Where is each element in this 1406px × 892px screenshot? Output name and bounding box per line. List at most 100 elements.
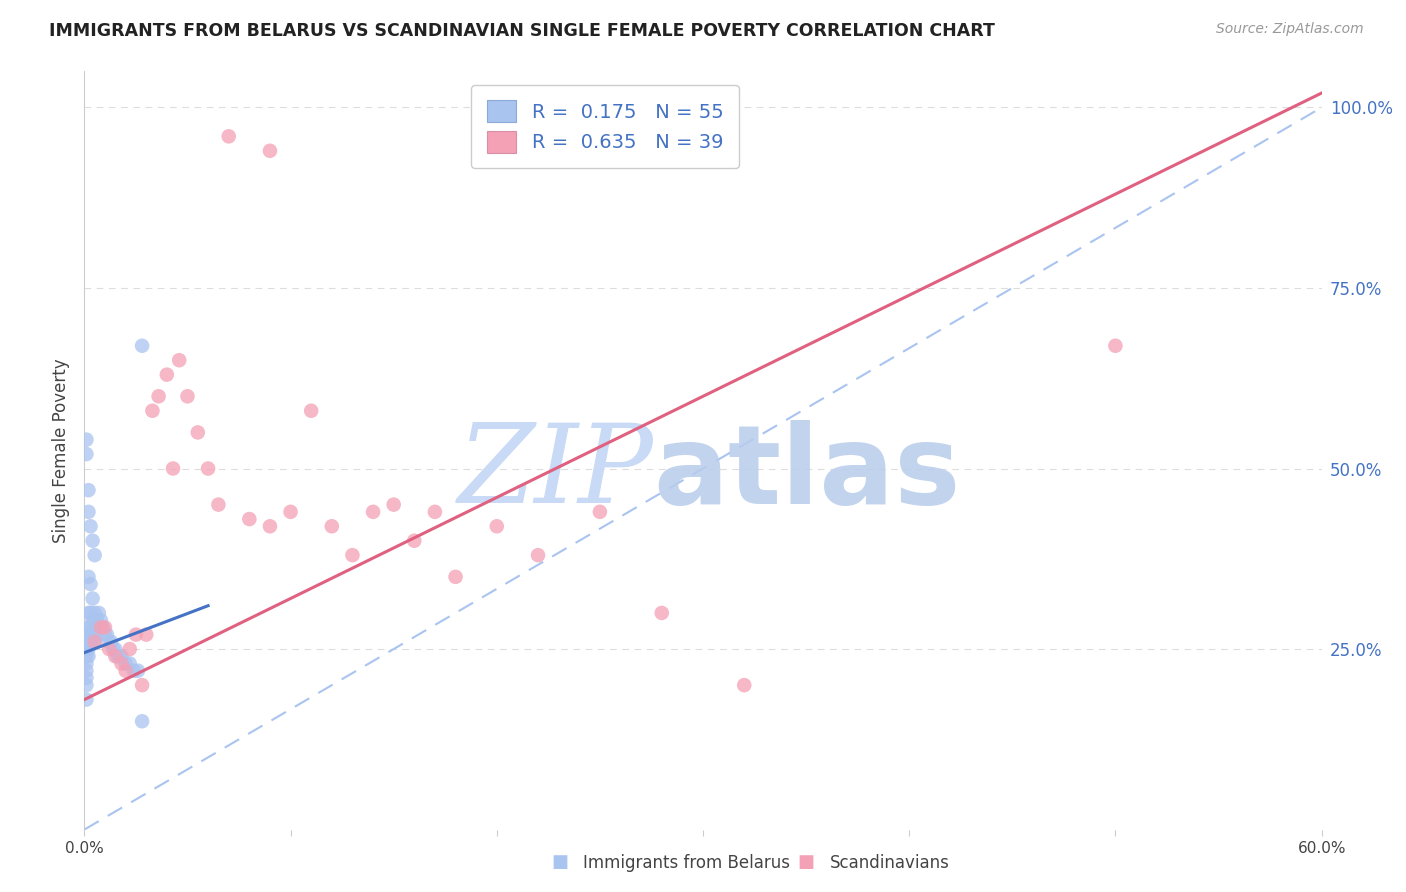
Point: [148, 389, 170, 403]
Text: ZIP: ZIP: [457, 419, 654, 527]
Point: [98, 642, 121, 657]
Point: [82, 533, 104, 548]
Point: [135, 627, 157, 641]
Point: [131, 714, 153, 729]
Point: [485, 519, 508, 533]
Point: [94, 620, 117, 634]
Point: [79, 635, 101, 649]
Point: [527, 548, 550, 562]
Point: [280, 505, 302, 519]
Point: [75, 692, 97, 706]
Point: [79, 577, 101, 591]
Point: [321, 519, 343, 533]
Point: [110, 649, 132, 664]
Point: [75, 657, 97, 671]
Point: [75, 671, 97, 685]
Point: [100, 635, 122, 649]
Point: [238, 512, 260, 526]
Point: [342, 548, 364, 562]
Point: [77, 483, 100, 498]
Point: [103, 642, 125, 657]
Point: [187, 425, 209, 440]
Point: [77, 642, 100, 657]
Point: [131, 678, 153, 692]
Point: [86, 613, 108, 627]
Point: [122, 664, 145, 678]
Point: [589, 505, 612, 519]
Text: IMMIGRANTS FROM BELARUS VS SCANDINAVIAN SINGLE FEMALE POVERTY CORRELATION CHART: IMMIGRANTS FROM BELARUS VS SCANDINAVIAN …: [49, 22, 995, 40]
Y-axis label: Single Female Poverty: Single Female Poverty: [52, 359, 70, 542]
Point: [207, 498, 229, 512]
Point: [82, 591, 104, 606]
Point: [118, 642, 141, 657]
Point: [105, 649, 128, 664]
Point: [75, 447, 97, 461]
Point: [75, 678, 97, 692]
Point: [86, 627, 108, 641]
Point: [141, 403, 163, 417]
Point: [75, 627, 97, 641]
Point: [96, 627, 118, 641]
Point: [104, 649, 127, 664]
Point: [361, 505, 384, 519]
Point: [83, 606, 105, 620]
Point: [110, 657, 132, 671]
Point: [79, 519, 101, 533]
Point: [125, 627, 148, 641]
Point: [382, 498, 405, 512]
Point: [83, 548, 105, 562]
Point: [75, 433, 97, 447]
Point: [423, 505, 446, 519]
Point: [259, 519, 281, 533]
Point: [83, 635, 105, 649]
Text: Source: ZipAtlas.com: Source: ZipAtlas.com: [1216, 22, 1364, 37]
Point: [77, 570, 100, 584]
Text: Immigrants from Belarus: Immigrants from Belarus: [583, 855, 790, 872]
Point: [118, 657, 141, 671]
Point: [87, 620, 110, 634]
Point: [156, 368, 179, 382]
Legend: R =  0.175   N = 55, R =  0.635   N = 39: R = 0.175 N = 55, R = 0.635 N = 39: [471, 85, 740, 168]
Text: Scandinavians: Scandinavians: [830, 855, 949, 872]
Point: [83, 620, 105, 634]
Point: [94, 627, 117, 641]
Point: [108, 649, 131, 664]
Point: [114, 657, 136, 671]
Point: [75, 664, 97, 678]
Point: [75, 635, 97, 649]
Point: [197, 461, 219, 475]
Point: [733, 678, 755, 692]
Text: ■: ■: [551, 853, 568, 871]
Point: [79, 620, 101, 634]
Point: [77, 606, 100, 620]
Point: [131, 339, 153, 353]
Point: [77, 627, 100, 641]
Point: [218, 129, 240, 144]
Point: [162, 461, 184, 475]
Point: [167, 353, 190, 368]
Point: [77, 635, 100, 649]
Point: [82, 627, 104, 641]
Point: [404, 533, 426, 548]
Point: [104, 642, 127, 657]
Point: [79, 627, 101, 641]
Point: [77, 649, 100, 664]
Point: [90, 613, 112, 627]
Point: [299, 403, 322, 417]
Point: [444, 570, 467, 584]
Point: [176, 389, 198, 403]
Point: [77, 620, 100, 634]
Point: [83, 635, 105, 649]
Point: [75, 649, 97, 664]
Text: ■: ■: [797, 853, 814, 871]
Point: [77, 505, 100, 519]
Point: [82, 613, 104, 627]
Text: atlas: atlas: [654, 420, 960, 526]
Point: [79, 606, 101, 620]
Point: [75, 642, 97, 657]
Point: [91, 620, 114, 634]
Point: [87, 606, 110, 620]
Point: [259, 144, 281, 158]
Point: [127, 664, 149, 678]
Point: [1104, 339, 1126, 353]
